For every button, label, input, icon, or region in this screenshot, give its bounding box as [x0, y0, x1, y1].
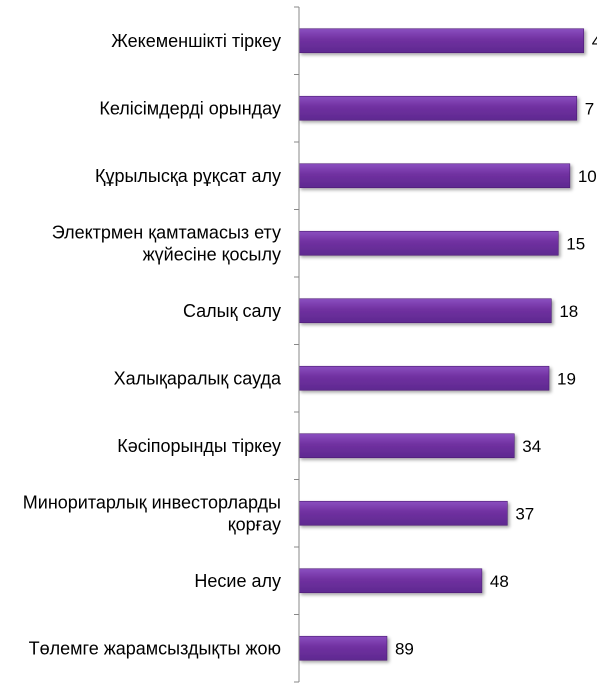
y-axis-ticks	[294, 6, 299, 683]
data-label-8: 37	[515, 504, 534, 523]
category-label-9: Несие алу	[194, 571, 281, 591]
bars-layer	[298, 28, 585, 661]
category-label-2: Келісімдерді орындау	[99, 98, 281, 118]
bar-2	[298, 95, 578, 121]
bar-1	[298, 28, 585, 54]
category-labels: Жекеменшікті тіркеу Келісімдерді орындау Қ…	[23, 31, 282, 659]
bar-6	[298, 365, 550, 391]
category-label-6: Халықаралық сауда	[114, 368, 282, 388]
category-label-7: Кәсіпорынды тіркеу	[117, 436, 281, 456]
bar-3	[298, 163, 571, 189]
data-labels: 4 7 10 15 18 19 34 37 48 89	[395, 32, 597, 659]
category-label-8-line-1: Миноритарлық инвесторларды	[23, 492, 281, 512]
category-label-10: Төлемге жарамсыздықты жою	[29, 638, 281, 658]
bar-7	[298, 433, 515, 459]
data-label-1: 4	[592, 32, 597, 51]
bar-5	[298, 298, 552, 324]
category-label-8-line-2: қорғау	[228, 514, 281, 534]
bar-8	[298, 500, 508, 526]
category-label-1: Жекеменшікті тіркеу	[111, 31, 281, 51]
category-label-4-line-1: Электрмен қамтамасыз ету	[52, 222, 281, 242]
data-label-5: 18	[559, 302, 578, 321]
data-label-2: 7	[585, 99, 594, 118]
data-label-4: 15	[566, 234, 585, 253]
bar-4	[298, 230, 559, 256]
data-label-10: 89	[395, 639, 414, 658]
category-label-3: Құрылысқа рұқсат алу	[95, 166, 281, 186]
category-label-5: Салық салу	[183, 301, 281, 321]
data-label-9: 48	[490, 572, 509, 591]
bar-10	[298, 635, 388, 661]
category-label-4-line-2: жүйесіне қосылу	[143, 244, 281, 264]
bar-9	[298, 568, 483, 594]
data-label-7: 34	[522, 437, 541, 456]
data-label-6: 19	[557, 369, 576, 388]
data-label-3: 10	[578, 167, 597, 186]
